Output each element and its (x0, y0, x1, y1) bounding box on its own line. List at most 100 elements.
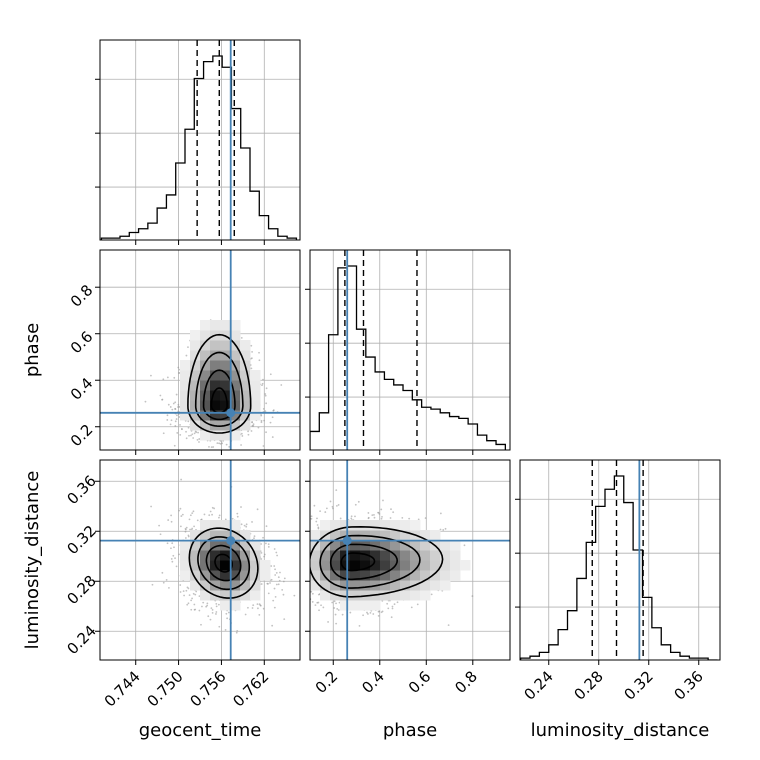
sample-point (275, 571, 278, 574)
sample-point (297, 583, 299, 585)
sample-point (209, 618, 212, 621)
sample-point (174, 407, 177, 410)
sample-point (161, 571, 164, 574)
sample-point (264, 410, 267, 413)
density-cell (350, 590, 361, 601)
sample-point (218, 442, 221, 445)
sample-point (303, 557, 305, 559)
density-cell (400, 550, 411, 561)
sample-point (291, 556, 293, 558)
x-tick-label: 0.8 (451, 667, 481, 697)
density-cell (420, 540, 431, 551)
sample-point (215, 605, 218, 608)
sample-point (172, 554, 175, 557)
sample-point (174, 425, 177, 427)
sample-point (269, 373, 272, 376)
sample-point (294, 599, 296, 601)
sample-point (301, 549, 303, 551)
sample-point (291, 585, 293, 587)
density-cell (360, 560, 371, 571)
density-cell (230, 540, 241, 551)
density-cell (330, 530, 341, 541)
density-cell (200, 320, 211, 331)
sample-point (289, 566, 291, 568)
density-cell (180, 570, 191, 581)
density-cell (180, 540, 191, 551)
density-cell (380, 590, 391, 601)
density-cell (310, 560, 321, 571)
sample-point (396, 601, 399, 604)
sample-point (273, 548, 276, 550)
sample-point (262, 378, 264, 381)
sample-point (250, 367, 253, 370)
density-cell (220, 600, 231, 611)
sample-point (275, 583, 278, 586)
density-cell (240, 570, 251, 581)
density-cell (460, 560, 471, 571)
sample-point (188, 518, 191, 521)
sample-point (176, 414, 178, 417)
sample-point (187, 346, 189, 349)
density-cell (230, 600, 241, 611)
sample-point (298, 537, 300, 539)
density-cell (400, 520, 411, 531)
sample-point (260, 551, 263, 554)
density-cell (340, 530, 351, 541)
sample-point (387, 607, 390, 610)
sample-point (291, 534, 293, 536)
grid (332, 250, 474, 450)
density-cell (220, 560, 231, 571)
density-cell (190, 390, 201, 401)
sample-point (354, 503, 357, 506)
density-cell (180, 410, 191, 421)
sample-point (211, 609, 214, 611)
sample-point (235, 631, 238, 634)
sample-point (295, 614, 297, 616)
sample-point (173, 376, 176, 379)
sample-point (170, 558, 173, 560)
sample-point (302, 536, 304, 538)
sample-point (191, 597, 193, 600)
sample-point (198, 441, 200, 443)
sample-point (308, 558, 310, 560)
sample-point (292, 544, 294, 546)
contour-line (329, 543, 399, 581)
sample-point (193, 525, 195, 528)
sample-point (174, 401, 177, 404)
density-cell (240, 550, 251, 561)
sample-point (174, 420, 177, 423)
histogram-luminosity_distance (520, 475, 718, 660)
density-cell (210, 360, 221, 371)
density-cell (210, 570, 221, 581)
density-cell (410, 560, 421, 571)
sample-point (282, 572, 284, 574)
density-cell (200, 390, 211, 401)
density-cell (260, 560, 271, 571)
x-tick-label: 0.750 (144, 667, 187, 710)
sample-point (335, 504, 338, 507)
density-cell (250, 560, 261, 571)
sample-point (310, 515, 313, 518)
sample-point (319, 510, 322, 513)
contour-line (188, 527, 259, 599)
density-cell (240, 390, 251, 401)
sample-point (169, 406, 172, 408)
sample-point (175, 418, 178, 420)
density-cell (320, 590, 331, 601)
sample-point (378, 513, 381, 515)
density-cell (220, 370, 231, 381)
sample-point (198, 438, 201, 440)
density-cell (310, 570, 321, 581)
density-cell (360, 570, 371, 581)
density-cell (240, 400, 251, 411)
x-tick-label: 0.4 (358, 667, 388, 697)
sample-point (335, 622, 338, 625)
sample-point (332, 507, 334, 510)
sample-point (390, 508, 392, 511)
truth-marker (342, 536, 352, 546)
sample-point (439, 528, 442, 531)
density-cell (330, 560, 341, 571)
sample-point (185, 354, 188, 357)
sample-point (196, 519, 199, 522)
sample-point (301, 566, 303, 568)
